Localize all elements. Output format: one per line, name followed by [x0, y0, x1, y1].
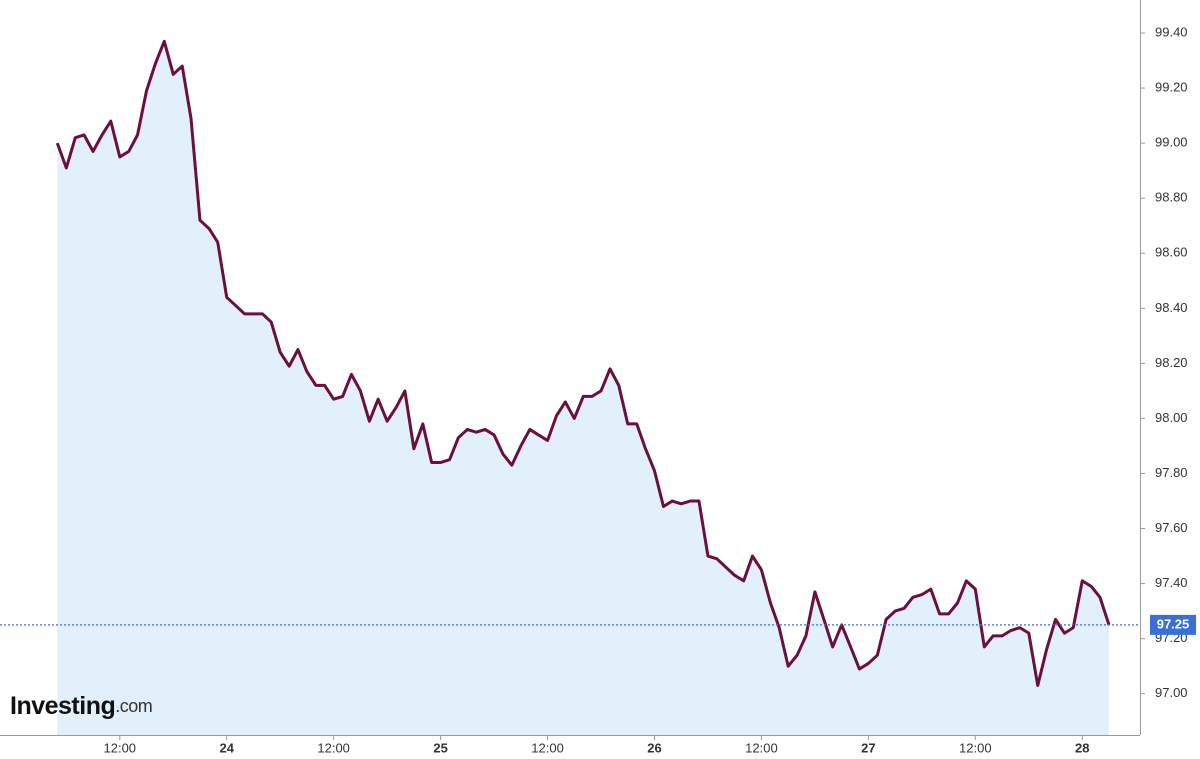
y-tick-label: 97.40 [1155, 575, 1188, 590]
x-tick-label: 12:00 [104, 740, 137, 755]
y-tick-label: 97.00 [1155, 685, 1188, 700]
y-tick-label: 98.80 [1155, 190, 1188, 205]
y-tick-label: 97.80 [1155, 465, 1188, 480]
x-tick-label: 25 [433, 740, 447, 755]
y-tick-label: 99.20 [1155, 80, 1188, 95]
y-tick-label: 98.00 [1155, 410, 1188, 425]
x-tick-label: 12:00 [531, 740, 564, 755]
x-tick-label: 12:00 [745, 740, 778, 755]
x-tick-label: 12:00 [317, 740, 350, 755]
watermark-brand: Investing [10, 692, 115, 720]
x-tick-label: 27 [861, 740, 875, 755]
x-tick-label: 24 [219, 740, 234, 755]
y-tick-label: 99.00 [1155, 135, 1188, 150]
y-tick-label: 98.40 [1155, 300, 1188, 315]
y-tick-label: 98.20 [1155, 355, 1188, 370]
current-value-box [1150, 614, 1196, 635]
y-tick-label: 97.60 [1155, 520, 1188, 535]
watermark: Investing.com [10, 692, 152, 720]
x-tick-label: 12:00 [959, 740, 992, 755]
current-value-label: 97.25 [1157, 616, 1190, 631]
y-tick-label: 99.40 [1155, 24, 1188, 39]
x-tick-label: 28 [1075, 740, 1089, 755]
watermark-suffix: .com [115, 696, 152, 716]
x-tick-label: 26 [647, 740, 661, 755]
line [55, 39, 1111, 687]
area [57, 41, 1109, 736]
y-tick-label: 98.60 [1155, 245, 1188, 260]
